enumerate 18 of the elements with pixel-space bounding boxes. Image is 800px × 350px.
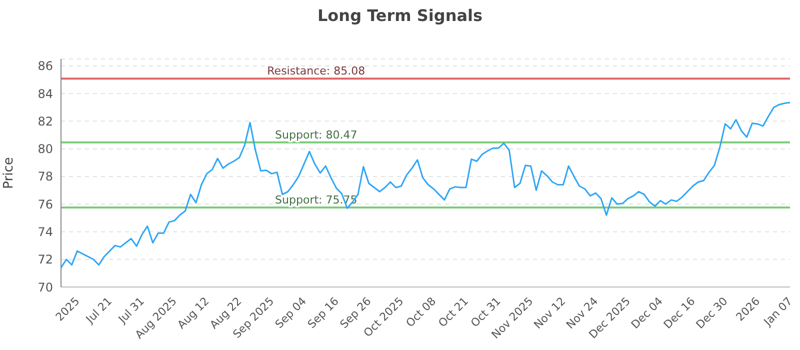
y-tick-label: 80 [38,142,53,156]
x-tick-label: Jul 31 [115,294,147,326]
x-tick-label: Dec 30 [694,294,730,332]
y-tick-label: 84 [38,86,53,101]
y-tick-label: 82 [38,114,53,128]
y-tick-label: 86 [38,59,53,74]
x-tick-label: Jul 21 [82,294,115,326]
y-tick-label: 72 [38,252,53,267]
ref-line-label: Support: 80.47 [275,128,358,142]
line-series [60,102,791,268]
y-tick-label: 70 [38,280,53,294]
ref-line-label: Resistance: 85.08 [267,64,366,78]
y-tick-label: 74 [38,224,53,239]
y-axis-title: Price [2,157,17,189]
y-tick-label: 78 [38,170,53,184]
y-tick-label: 76 [38,197,53,212]
x-tick-label: Jan 07 [760,294,795,330]
chart-title: Long Term Signals [316,6,484,25]
